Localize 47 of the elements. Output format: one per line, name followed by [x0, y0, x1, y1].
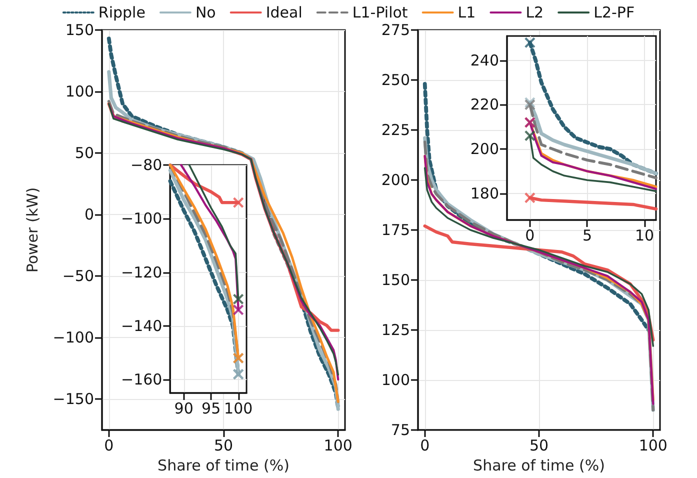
y-tick-label: 250 [381, 71, 410, 89]
legend-label: Ripple [98, 4, 146, 22]
y-tick-label: −140 [120, 316, 162, 335]
x-tick-label: 100 [638, 436, 668, 454]
y-tick-label: 180 [470, 184, 499, 202]
x-tick-label: 0 [420, 436, 430, 454]
x-tick-label: 0 [525, 226, 535, 244]
y-tick-label: 150 [381, 271, 410, 289]
y-tick-label: −150 [52, 390, 94, 408]
y-tick-label: 50 [74, 144, 94, 162]
y-tick-label: 275 [381, 21, 410, 39]
x-tick-label: 95 [202, 400, 221, 418]
y-tick-label: −120 [120, 263, 162, 282]
y-tick-label: −100 [52, 328, 94, 347]
x-tick-label: 50 [214, 436, 234, 454]
y-tick-label: 240 [470, 51, 499, 70]
y-tick-label: 100 [381, 371, 410, 389]
x-tick-label: 0 [104, 436, 114, 454]
x-tick-label: 10 [634, 226, 654, 244]
y-tick-label: 225 [381, 121, 410, 139]
y-tick-label: −160 [120, 370, 162, 389]
x-tick-label: 5 [582, 226, 592, 244]
y-tick-label: 0 [84, 206, 94, 224]
y-tick-label: 200 [381, 171, 410, 189]
x-tick-label: 50 [529, 436, 549, 454]
y-tick-label: 150 [65, 21, 94, 39]
legend-label: L2-PF [594, 4, 635, 22]
x-tick-label: 100 [324, 436, 352, 454]
y-tick-label: 220 [470, 96, 499, 114]
legend-label: L1-Pilot [352, 4, 408, 22]
x-tick-label: 100 [224, 400, 253, 418]
y-tick-label: −80 [130, 156, 162, 174]
legend-label: Ideal [266, 4, 302, 22]
y-tick-label: −50 [62, 267, 94, 286]
legend-label: No [195, 4, 216, 22]
y-tick-label: 100 [65, 82, 94, 101]
y-tick-label: 75 [390, 421, 410, 439]
legend-label: L2 [526, 4, 544, 22]
y-axis-title: Power (kW) [24, 187, 42, 273]
x-tick-label: 90 [174, 400, 194, 418]
legend-label: L1 [458, 4, 476, 22]
y-tick-label: −100 [120, 210, 162, 228]
x-axis-title: Share of time (%) [158, 456, 290, 474]
y-tick-label: 200 [470, 140, 499, 158]
y-tick-label: 175 [381, 221, 410, 239]
x-axis-title: Share of time (%) [473, 456, 605, 474]
y-tick-label: 125 [381, 321, 410, 339]
